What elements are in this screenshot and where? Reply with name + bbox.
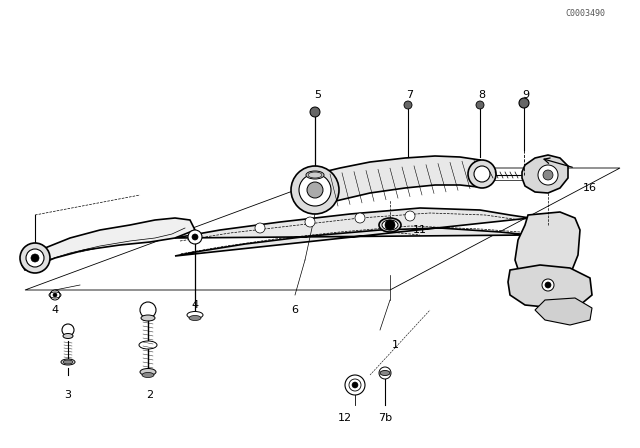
Circle shape xyxy=(291,166,339,214)
Text: 12: 12 xyxy=(338,413,352,423)
Ellipse shape xyxy=(382,220,398,230)
Circle shape xyxy=(385,220,395,230)
Circle shape xyxy=(53,293,57,297)
Circle shape xyxy=(379,367,391,379)
Ellipse shape xyxy=(187,311,203,319)
Circle shape xyxy=(404,101,412,109)
Circle shape xyxy=(310,107,320,117)
Circle shape xyxy=(405,211,415,221)
Circle shape xyxy=(543,170,553,180)
Text: 7: 7 xyxy=(406,90,413,100)
Polygon shape xyxy=(22,218,195,270)
Circle shape xyxy=(31,254,39,262)
Circle shape xyxy=(50,290,60,300)
Ellipse shape xyxy=(141,315,155,321)
Text: 1: 1 xyxy=(392,340,399,350)
Polygon shape xyxy=(25,168,620,290)
Circle shape xyxy=(20,243,50,273)
Circle shape xyxy=(542,279,554,291)
Text: 11: 11 xyxy=(413,225,427,235)
Circle shape xyxy=(255,223,265,233)
Text: 8: 8 xyxy=(479,90,486,100)
Circle shape xyxy=(519,98,529,108)
Circle shape xyxy=(26,249,44,267)
Circle shape xyxy=(538,165,558,185)
Ellipse shape xyxy=(189,315,201,320)
Circle shape xyxy=(349,379,361,391)
Circle shape xyxy=(352,382,358,388)
Polygon shape xyxy=(315,156,480,206)
Polygon shape xyxy=(522,155,568,193)
Ellipse shape xyxy=(139,341,157,349)
Text: 4: 4 xyxy=(191,300,198,310)
Circle shape xyxy=(345,375,365,395)
Circle shape xyxy=(307,182,323,198)
Text: 2: 2 xyxy=(147,390,154,400)
Circle shape xyxy=(474,166,490,182)
Polygon shape xyxy=(508,265,592,308)
Ellipse shape xyxy=(142,372,154,378)
Circle shape xyxy=(305,217,315,227)
Ellipse shape xyxy=(379,218,401,232)
Text: C0003490: C0003490 xyxy=(565,9,605,18)
Ellipse shape xyxy=(63,333,73,339)
Circle shape xyxy=(299,174,331,206)
Polygon shape xyxy=(515,212,580,280)
Circle shape xyxy=(192,234,198,240)
Circle shape xyxy=(476,101,484,109)
Circle shape xyxy=(468,160,496,188)
Text: 6: 6 xyxy=(291,305,298,315)
Circle shape xyxy=(140,302,156,318)
Ellipse shape xyxy=(140,369,156,375)
Ellipse shape xyxy=(306,171,324,179)
Text: 7b: 7b xyxy=(378,413,392,423)
Circle shape xyxy=(62,324,74,336)
Text: 3: 3 xyxy=(65,390,72,400)
Polygon shape xyxy=(535,298,592,325)
Text: 9: 9 xyxy=(522,90,529,100)
Ellipse shape xyxy=(63,360,73,364)
Ellipse shape xyxy=(61,359,75,365)
Circle shape xyxy=(355,213,365,223)
Text: 5: 5 xyxy=(314,90,321,100)
Text: 16: 16 xyxy=(583,183,597,193)
Circle shape xyxy=(188,230,202,244)
Ellipse shape xyxy=(380,370,390,375)
Text: 4: 4 xyxy=(51,305,59,315)
Polygon shape xyxy=(175,208,530,256)
Ellipse shape xyxy=(308,172,322,178)
Circle shape xyxy=(545,282,551,288)
